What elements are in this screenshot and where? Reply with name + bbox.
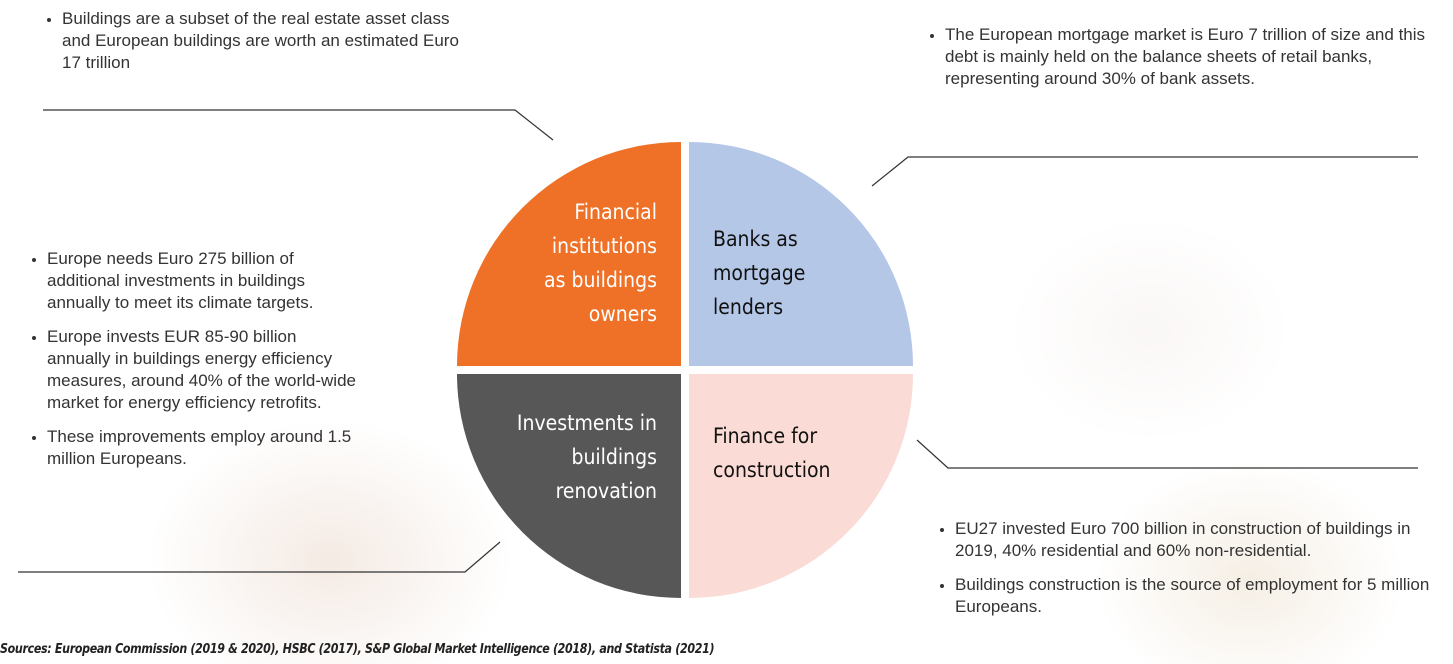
bullet: These improvements employ around 1.5 mil… <box>47 426 360 470</box>
quadrant-label: buildings <box>571 445 657 469</box>
quadrant-label: as buildings <box>544 268 657 292</box>
bullet: Buildings are a subset of the real estat… <box>62 8 470 74</box>
quadrant-construction <box>689 374 913 598</box>
bullet: Buildings construction is the source of … <box>955 574 1443 618</box>
quadrant-banks <box>689 142 913 366</box>
connector <box>871 156 1418 187</box>
quadrant-label: renovation <box>556 479 657 503</box>
quadrant-owners <box>457 142 681 366</box>
quadrant-label: Investments in <box>517 411 657 435</box>
bullet: EU27 invested Euro 700 billion in constr… <box>955 518 1443 562</box>
quadrant-label: institutions <box>552 234 657 258</box>
sources: Sources: European Commission (2019 & 202… <box>0 641 715 657</box>
top-left-notes: Buildings are a subset of the real estat… <box>40 8 470 86</box>
top-right-notes: The European mortgage market is Euro 7 t… <box>923 24 1438 102</box>
quadrant-label: Banks as <box>713 227 798 251</box>
quadrant-label: construction <box>713 458 830 482</box>
quadrant-label: Finance for <box>713 424 817 448</box>
quadrant-label: lenders <box>713 295 783 319</box>
connector <box>18 541 501 573</box>
left-notes: Europe needs Euro 275 billion of additio… <box>25 248 360 482</box>
quadrant-label: mortgage <box>713 261 805 285</box>
connector <box>43 109 554 141</box>
bullet: The European mortgage market is Euro 7 t… <box>945 24 1438 90</box>
quadrant-label: owners <box>589 302 657 326</box>
bullet: Europe needs Euro 275 billion of additio… <box>47 248 360 314</box>
quadrant-renovation <box>457 374 681 598</box>
bullet: Europe invests EUR 85-90 billion annuall… <box>47 326 360 414</box>
connector <box>916 439 1418 469</box>
bottom-right-notes: EU27 invested Euro 700 billion in constr… <box>933 518 1443 630</box>
quadrant-label: Financial <box>574 200 657 224</box>
